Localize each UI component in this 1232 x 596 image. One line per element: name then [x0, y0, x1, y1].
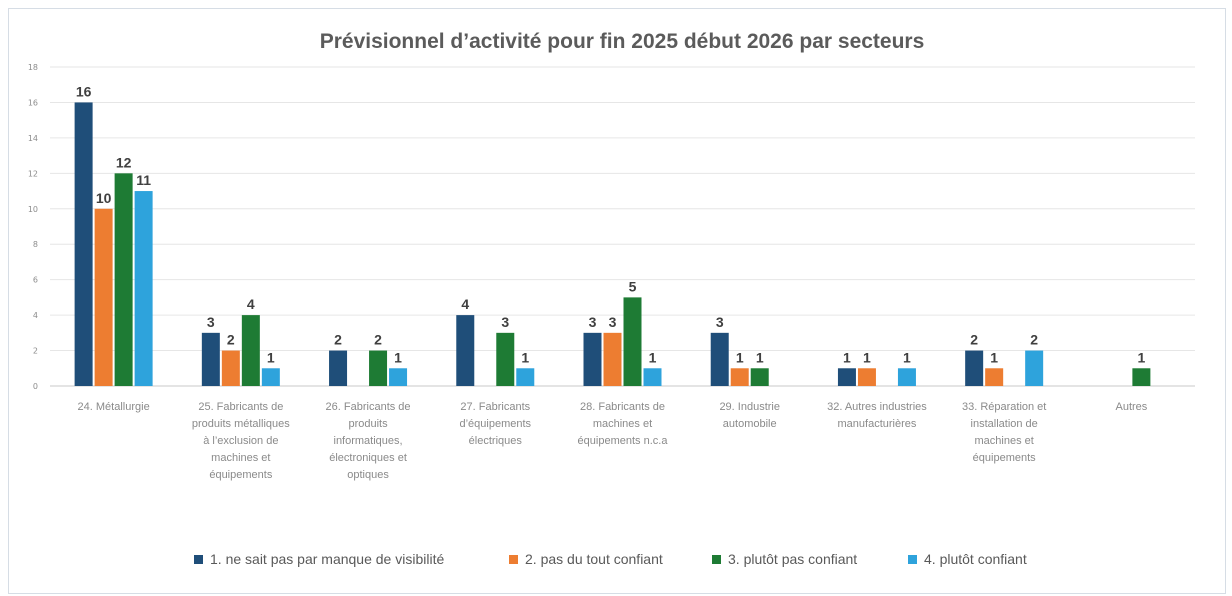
- bar: [837, 368, 856, 386]
- bar: [329, 350, 348, 386]
- category-label: 29. Industrie automobile: [719, 401, 780, 430]
- data-label: 2: [227, 332, 235, 348]
- bar: [496, 332, 515, 386]
- category-label: 32. Autres industries manufacturières: [827, 401, 927, 430]
- data-label: 3: [589, 314, 597, 330]
- legend-marker: [509, 555, 518, 564]
- data-label: 1: [903, 349, 911, 365]
- bar: [94, 208, 113, 386]
- data-label: 4: [247, 296, 255, 312]
- bar: [369, 350, 388, 386]
- category-label: 28. Fabricants de machines et équipements …: [578, 401, 669, 447]
- data-label: 1: [756, 349, 764, 365]
- y-tick-label: 16: [28, 98, 38, 107]
- bar: [261, 368, 280, 386]
- data-label: 1: [843, 349, 851, 365]
- y-tick-label: 2: [33, 347, 38, 356]
- data-label: 12: [116, 154, 132, 170]
- data-label: 3: [716, 314, 724, 330]
- y-tick-label: 10: [28, 205, 38, 214]
- bar: [456, 315, 475, 386]
- bar: [603, 332, 622, 386]
- bar: [985, 368, 1004, 386]
- legend-label: 2. pas du tout confiant: [525, 551, 663, 567]
- y-tick-label: 4: [33, 311, 38, 320]
- bar: [389, 368, 408, 386]
- data-label: 1: [394, 349, 402, 365]
- bar: [710, 332, 729, 386]
- bar: [221, 350, 240, 386]
- y-tick-label: 6: [33, 276, 38, 285]
- data-label: 1: [1137, 349, 1145, 365]
- category-label: 24. Métallurgie: [78, 401, 150, 413]
- bar: [623, 297, 642, 386]
- bar: [730, 368, 749, 386]
- category-label: 27. Fabricants d’équipements électriques: [459, 401, 531, 447]
- legend-label: 3. plutôt pas confiant: [728, 551, 857, 567]
- data-label: 3: [609, 314, 617, 330]
- bar: [583, 332, 602, 386]
- bar: [201, 332, 220, 386]
- category-label: 26. Fabricants de produits informatiques, é…: [326, 401, 411, 481]
- data-label: 2: [374, 332, 382, 348]
- y-axis-ticks: 0 2 4 6 8 10 12 14 16 18: [28, 63, 38, 391]
- category-label: 33. Réparation et installation de machines…: [962, 401, 1046, 464]
- y-tick-label: 18: [28, 63, 38, 72]
- legend-label: 4. plutôt confiant: [924, 551, 1027, 567]
- chart-frame: [8, 8, 1226, 594]
- data-label: 1: [521, 349, 529, 365]
- bar: [114, 173, 133, 386]
- category-label: Autres: [1115, 401, 1147, 413]
- data-label: 5: [629, 278, 637, 294]
- bar: [965, 350, 984, 386]
- bars: [74, 102, 1151, 386]
- data-label: 3: [501, 314, 509, 330]
- bar: [241, 315, 260, 386]
- data-label: 3: [207, 314, 215, 330]
- data-label: 2: [970, 332, 978, 348]
- data-label: 1: [267, 349, 275, 365]
- legend-marker: [908, 555, 917, 564]
- category-labels: 24. Métallurgie 25. Fabricants de produits…: [78, 401, 1148, 481]
- data-label: 1: [863, 349, 871, 365]
- chart-title: Prévisionnel d’activité pour fin 2025 dé…: [320, 30, 925, 53]
- bar: [134, 191, 153, 386]
- bar: [857, 368, 876, 386]
- data-label: 1: [736, 349, 744, 365]
- data-label: 2: [334, 332, 342, 348]
- legend-label: 1. ne sait pas par manque de visibilité: [210, 551, 444, 567]
- bar: [897, 368, 916, 386]
- data-label: 10: [96, 190, 112, 206]
- bar: [516, 368, 535, 386]
- gridlines: [50, 66, 1195, 387]
- y-tick-label: 8: [33, 240, 38, 249]
- data-label: 1: [990, 349, 998, 365]
- legend-marker: [712, 555, 721, 564]
- legend-marker: [194, 555, 203, 564]
- data-label: 11: [136, 172, 151, 188]
- y-tick-label: 0: [33, 382, 38, 391]
- bar: [74, 102, 93, 386]
- data-label: 2: [1030, 332, 1038, 348]
- bar: [1132, 368, 1151, 386]
- data-label: 4: [461, 296, 469, 312]
- y-tick-label: 14: [28, 134, 38, 143]
- bar: [1025, 350, 1044, 386]
- category-label: 25. Fabricants de produits métalliques à l…: [192, 401, 290, 481]
- legend: 1. ne sait pas par manque de visibilité 2…: [194, 551, 1027, 567]
- bar: [643, 368, 662, 386]
- data-label: 1: [649, 349, 657, 365]
- y-tick-label: 12: [28, 169, 38, 178]
- data-label: 16: [76, 83, 92, 99]
- bar: [750, 368, 769, 386]
